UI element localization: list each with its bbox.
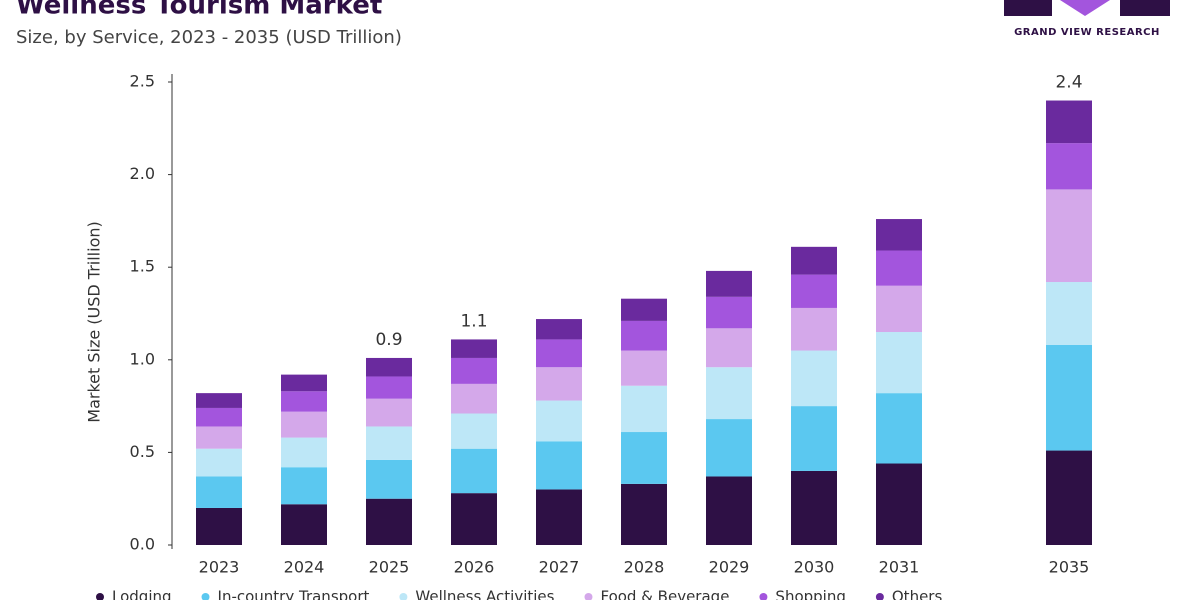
bar-segment	[621, 385, 667, 433]
bar-segment	[1046, 100, 1092, 144]
bar-segment	[791, 470, 837, 545]
y-tick-label: 0.0	[130, 535, 155, 554]
x-tick-label: 2029	[709, 558, 750, 577]
chart-subtitle: Size, by Service, 2023 - 2035 (USD Trill…	[16, 27, 402, 48]
y-tick-label: 0.5	[130, 442, 155, 461]
bar-segment	[876, 332, 922, 394]
x-tick-label: 2027	[539, 558, 580, 577]
bar-segment	[366, 376, 412, 399]
legend-label: Others	[892, 588, 943, 600]
legend-swatch	[759, 593, 768, 600]
bar-segment	[536, 489, 582, 545]
legend-swatch	[584, 593, 593, 600]
y-tick-label: 1.0	[130, 349, 155, 368]
x-tick-label: 2023	[199, 558, 240, 577]
bar-segment	[621, 432, 667, 484]
bar-segment	[451, 493, 497, 545]
bar-segment	[536, 319, 582, 340]
bar-segment	[366, 426, 412, 460]
bar-segment	[706, 419, 752, 477]
bar-segment	[281, 437, 327, 468]
bar-segment	[536, 441, 582, 490]
legend-swatch	[201, 593, 210, 600]
bar-segment	[791, 406, 837, 471]
bar-segment	[1046, 282, 1092, 345]
y-tick-label: 2.0	[130, 164, 155, 183]
logo	[1004, 0, 1170, 16]
legend-label: In-country Transport	[218, 588, 370, 600]
bar-segment	[706, 367, 752, 420]
bar-segment	[876, 463, 922, 545]
bar-segment	[196, 507, 242, 545]
bar-segment	[366, 357, 412, 377]
bar-segment	[706, 328, 752, 368]
bar-segment	[366, 498, 412, 545]
bar-segment	[451, 413, 497, 449]
bar-segment	[451, 383, 497, 414]
y-tick-label: 2.5	[130, 72, 155, 91]
bar-segment	[366, 398, 412, 427]
bar-segment	[706, 296, 752, 329]
legend-swatch	[875, 593, 884, 600]
bar-segment	[196, 448, 242, 477]
bar-segment	[451, 339, 497, 358]
bar-segment	[451, 357, 497, 384]
legend-label: Food & Beverage	[600, 588, 729, 600]
bar-segment	[451, 448, 497, 494]
data-label: 1.1	[460, 311, 487, 331]
bar-segment	[791, 246, 837, 275]
legend-label: Lodging	[112, 588, 172, 600]
bar-segment	[196, 476, 242, 508]
bar-segment	[281, 467, 327, 505]
bar-segment	[876, 285, 922, 333]
bar-segment	[1046, 143, 1092, 190]
bar-segment	[621, 320, 667, 351]
bar-segment	[281, 374, 327, 392]
x-tick-label: 2031	[879, 558, 920, 577]
x-tick-label: 2025	[369, 558, 410, 577]
data-label: 0.9	[375, 330, 402, 350]
y-tick-label: 1.5	[130, 257, 155, 276]
x-tick-label: 2026	[454, 558, 495, 577]
bar-segment	[196, 407, 242, 427]
x-tick-label: 2035	[1049, 558, 1090, 577]
bar-segment	[281, 411, 327, 438]
brand: GRAND VIEW RESEARCH	[1014, 27, 1160, 38]
bar-segment	[281, 504, 327, 545]
bar-segment	[536, 339, 582, 368]
bar-segment	[876, 219, 922, 251]
bar-segment	[621, 298, 667, 321]
bar-segment	[196, 426, 242, 449]
chart-title: Wellness Tourism Market	[16, 0, 382, 21]
data-label: 2.4	[1055, 73, 1082, 93]
bar-segment	[196, 393, 242, 408]
x-tick-label: 2024	[284, 558, 325, 577]
legend-label: Wellness Activities	[415, 588, 554, 600]
bar-segment	[876, 250, 922, 286]
bar-segment	[876, 393, 922, 464]
bar-segment	[1046, 344, 1092, 451]
bar-segment	[791, 274, 837, 308]
bar-segment	[621, 350, 667, 386]
bar-segment	[281, 391, 327, 412]
bar-segment	[621, 483, 667, 545]
bar-segment	[536, 400, 582, 442]
bar-segment	[791, 350, 837, 407]
legend-swatch	[399, 593, 408, 600]
bar-segment	[536, 367, 582, 401]
bar-segment	[706, 270, 752, 297]
legend-swatch	[96, 593, 104, 600]
x-tick-label: 2028	[624, 558, 665, 577]
x-tick-label: 2030	[794, 558, 835, 577]
bar-segment	[1046, 450, 1092, 545]
bar-segment	[366, 459, 412, 499]
y-axis-label: Market Size (USD Trillion)	[85, 221, 104, 422]
bar-segment	[706, 476, 752, 545]
legend-label: Shopping	[775, 588, 845, 600]
bar-segment	[791, 307, 837, 351]
bar-segment	[1046, 189, 1092, 283]
